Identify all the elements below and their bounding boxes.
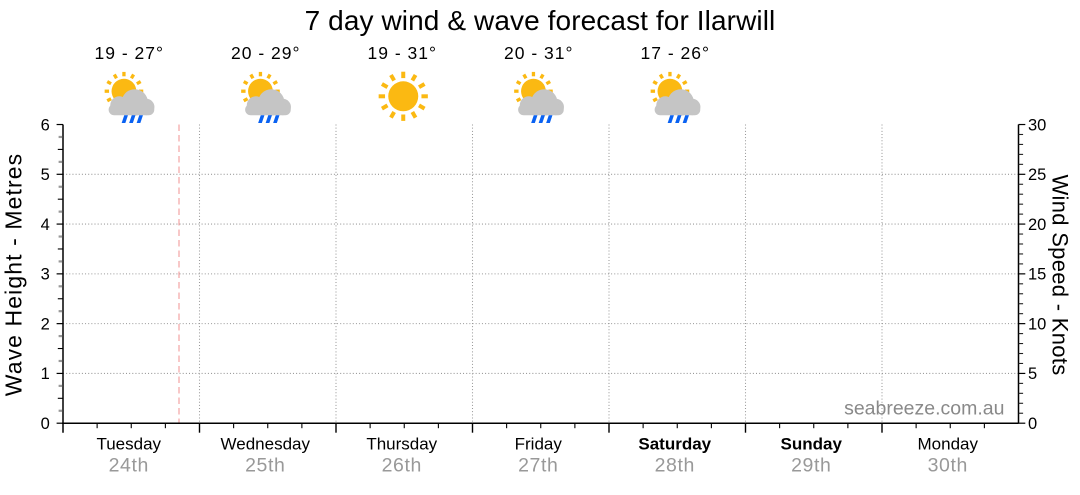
- svg-text:25: 25: [1028, 166, 1046, 184]
- svg-text:2: 2: [41, 315, 50, 333]
- svg-text:10: 10: [1028, 315, 1046, 333]
- svg-text:20 - 31°: 20 - 31°: [504, 43, 573, 63]
- svg-text:Monday: Monday: [918, 435, 979, 454]
- svg-text:Wind Speed - Knots: Wind Speed - Knots: [1048, 174, 1073, 375]
- svg-text:19 - 31°: 19 - 31°: [368, 43, 437, 63]
- svg-text:5: 5: [1028, 365, 1037, 383]
- svg-text:6: 6: [41, 116, 50, 134]
- svg-text:30: 30: [1028, 116, 1046, 134]
- svg-text:3: 3: [41, 266, 50, 284]
- svg-text:Wave Height - Metres: Wave Height - Metres: [1, 153, 27, 397]
- svg-text:24th: 24th: [109, 455, 149, 477]
- svg-text:Friday: Friday: [515, 435, 563, 454]
- svg-text:0: 0: [41, 415, 50, 433]
- svg-text:20 - 29°: 20 - 29°: [231, 43, 300, 63]
- svg-text:30th: 30th: [928, 455, 968, 477]
- svg-text:Thursday: Thursday: [366, 435, 437, 454]
- svg-text:Wednesday: Wednesday: [221, 435, 311, 454]
- svg-text:7 day wind & wave forecast for: 7 day wind & wave forecast for Ilarwill: [305, 5, 776, 36]
- svg-text:17 - 26°: 17 - 26°: [641, 43, 710, 63]
- svg-text:28th: 28th: [655, 455, 695, 477]
- svg-text:25th: 25th: [245, 455, 285, 477]
- svg-text:seabreeze.com.au: seabreeze.com.au: [844, 398, 1004, 420]
- svg-text:15: 15: [1028, 266, 1046, 284]
- svg-text:29th: 29th: [791, 455, 831, 477]
- svg-text:4: 4: [41, 216, 50, 234]
- svg-text:Saturday: Saturday: [638, 435, 711, 454]
- svg-text:Sunday: Sunday: [781, 435, 843, 454]
- svg-text:26th: 26th: [382, 455, 422, 477]
- svg-text:27th: 27th: [518, 455, 558, 477]
- svg-text:19 - 27°: 19 - 27°: [95, 43, 164, 63]
- svg-text:5: 5: [41, 166, 50, 184]
- svg-text:1: 1: [41, 365, 50, 383]
- svg-text:Tuesday: Tuesday: [96, 435, 161, 454]
- svg-text:0: 0: [1028, 415, 1037, 433]
- svg-text:20: 20: [1028, 216, 1046, 234]
